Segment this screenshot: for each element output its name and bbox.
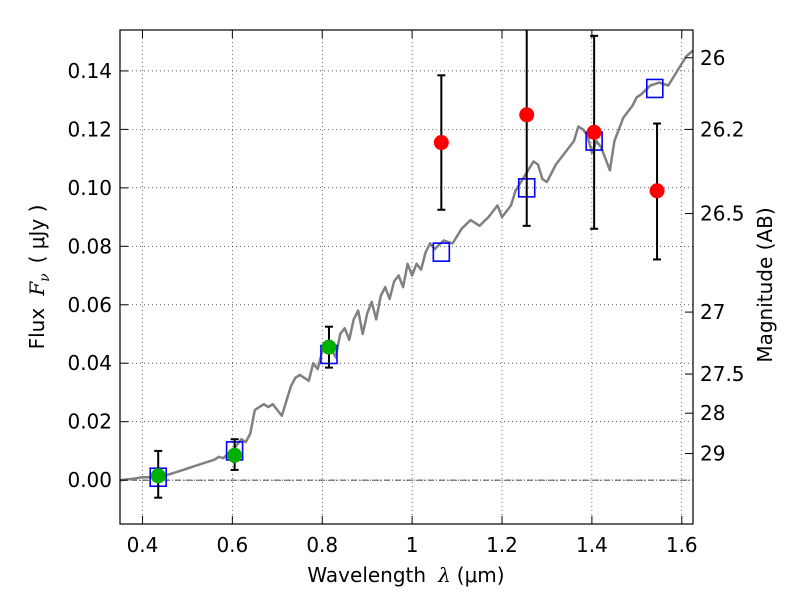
- plot-frame: [119, 29, 694, 525]
- model-photometry-square: [432, 242, 451, 262]
- observed-flux-point: [586, 124, 602, 140]
- model-photometry-square: [645, 78, 664, 99]
- observed-flux-point: [433, 135, 449, 151]
- x-axis-label: Wavelength λ (μm): [307, 563, 504, 587]
- y-axis-label-unit: ( μJy ): [25, 205, 49, 264]
- y2-axis-label: Magnitude (AB): [753, 207, 777, 362]
- y-tick-label: 0.00: [67, 468, 112, 492]
- y2-tick-label: 26.2: [700, 117, 745, 141]
- y-tick-label: 0.02: [67, 410, 112, 434]
- y2-tick-label: 29: [700, 442, 725, 466]
- x-tick-label: 1.2: [486, 533, 518, 557]
- y2-tick-label: 27: [700, 300, 725, 324]
- observed-flux-point: [519, 107, 535, 123]
- y-tick-label: 0.06: [67, 293, 112, 317]
- data-markers: [149, 30, 665, 499]
- x-tick-label: 1.4: [576, 533, 608, 557]
- x-axis-label-text: Wavelength: [307, 563, 426, 587]
- observed-flux-point: [150, 468, 166, 484]
- x-axis-label-symbol: λ: [437, 563, 451, 587]
- y2-tick-label: 28: [700, 401, 725, 425]
- observed-flux-point: [227, 447, 243, 463]
- x-tick-label: 1: [406, 533, 419, 557]
- observed-flux-point: [649, 183, 665, 199]
- y-tick-label: 0.10: [67, 176, 112, 200]
- x-axis-label-unit: (μm): [457, 563, 505, 587]
- observed-flux-point: [321, 339, 337, 355]
- x-tick-label: 0.4: [127, 533, 159, 557]
- y-axis-label-subscript: ν: [37, 273, 53, 282]
- y-axis-label-symbol: F: [25, 281, 49, 297]
- y2-tick-label: 26: [700, 46, 725, 70]
- y2-tick-label: 26.5: [700, 202, 745, 226]
- x-tick-label: 0.8: [306, 533, 338, 557]
- x-tick-label: 0.6: [216, 533, 248, 557]
- y-tick-label: 0.12: [67, 117, 112, 141]
- y2-tick-label: 27.5: [700, 362, 745, 386]
- y-tick-label: 0.08: [67, 234, 112, 258]
- axis-ticks: 0.4 0.6 0.8 1 1.2 1.4 1.6 0.00 0.02 0.04 0.06 0.08 0…: [67, 30, 745, 557]
- y-tick-label: 0.04: [67, 351, 112, 375]
- x-tick-label: 1.6: [666, 533, 698, 557]
- y-axis-label: Flux Fν ( μJy ): [25, 205, 53, 350]
- y-tick-label: 0.14: [67, 59, 112, 83]
- y-axis-label-text: Flux: [25, 308, 49, 350]
